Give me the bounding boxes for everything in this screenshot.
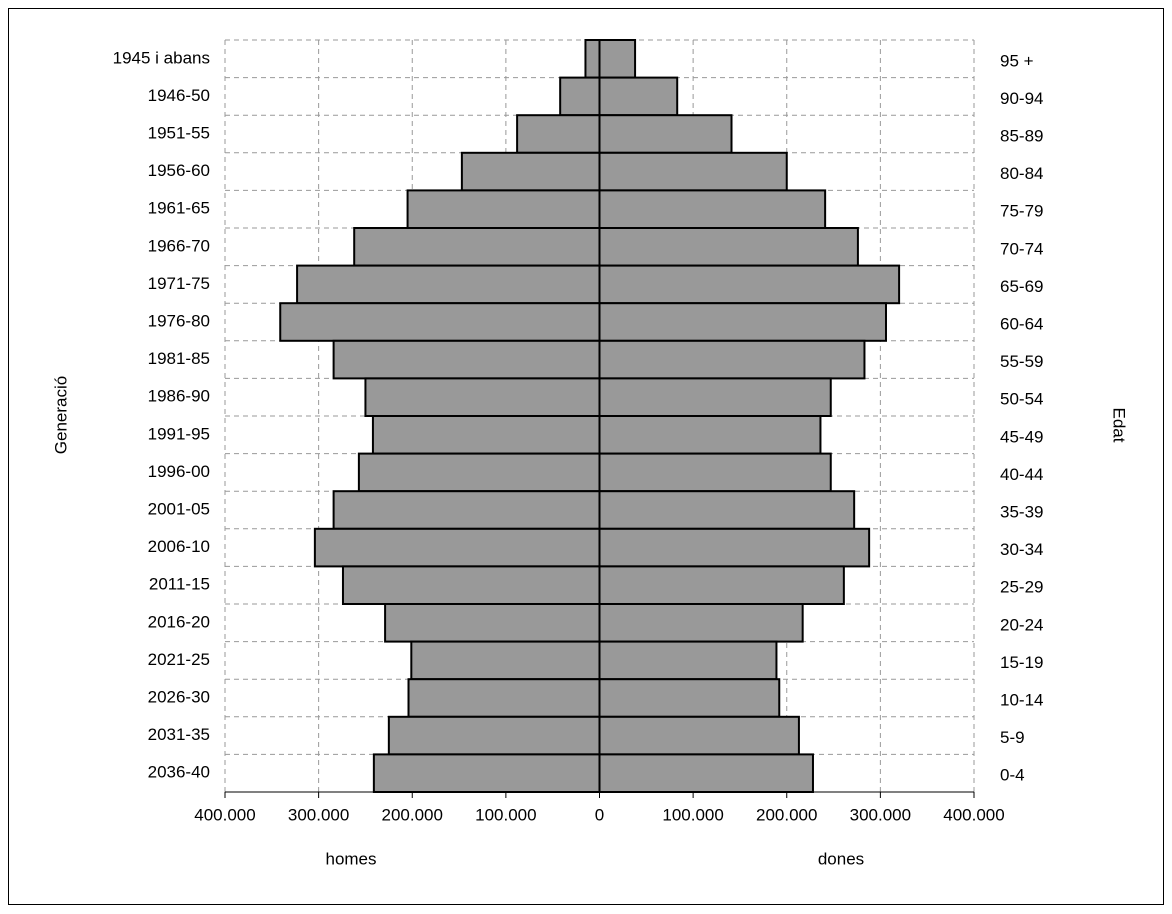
bar: [598, 678, 781, 718]
y2-tick-label: 0-4: [1000, 766, 1025, 785]
bar: [341, 565, 601, 606]
y-tick-label: 2001-05: [148, 499, 210, 518]
x-tick-label: 300.000: [288, 805, 349, 824]
bar: [598, 603, 804, 643]
y-tick-label: 1991-95: [148, 424, 210, 443]
bar: [598, 415, 822, 455]
x-tick-label: 400.000: [943, 805, 1004, 824]
legend-label: dones: [818, 849, 864, 868]
bar: [332, 490, 601, 530]
bar: [372, 753, 601, 794]
y2-tick-label: 90-94: [1000, 89, 1043, 108]
bar: [332, 339, 601, 380]
bar: [598, 114, 733, 154]
y-tick-label: 1945 i abans: [113, 48, 210, 67]
x-tick-label: 0: [595, 805, 604, 824]
bar: [410, 640, 601, 681]
y2-tick-label: 5-9: [1000, 728, 1025, 747]
bar: [364, 377, 601, 417]
y2-tick-label: 75-79: [1000, 202, 1043, 221]
bar: [598, 753, 814, 794]
y-tick-label: 2011-15: [149, 575, 210, 594]
y2-tick-label: 20-24: [1000, 615, 1043, 634]
y-tick-label: 2031-35: [148, 725, 210, 744]
bar: [387, 715, 601, 756]
y-tick-label: 1986-90: [148, 387, 210, 406]
y-tick-label: 2026-30: [148, 687, 210, 706]
y2-tick-label: 60-64: [1000, 314, 1043, 333]
legend-label: homes: [325, 849, 376, 868]
bar: [371, 415, 601, 455]
bar: [516, 114, 601, 154]
bar: [460, 151, 601, 192]
y2-axis-title: Edat: [1110, 408, 1129, 443]
bar: [598, 715, 800, 756]
y-tick-label: 2021-25: [148, 650, 210, 669]
bar: [296, 264, 601, 305]
y2-tick-label: 65-69: [1000, 277, 1043, 296]
y-tick-label: 2036-40: [148, 763, 210, 782]
x-tick-label: 100.000: [662, 805, 723, 824]
bar: [598, 151, 788, 192]
bar: [598, 640, 778, 681]
y2-tick-label: 95 +: [1000, 51, 1034, 70]
bar: [598, 76, 679, 117]
bar: [406, 189, 601, 229]
bar: [353, 227, 601, 267]
y2-tick-label: 45-49: [1000, 427, 1043, 446]
bar: [598, 264, 901, 305]
bar: [598, 490, 856, 530]
y2-tick-label: 10-14: [1000, 690, 1043, 709]
y2-tick-label: 30-34: [1000, 540, 1043, 559]
bar: [384, 603, 601, 643]
bar: [313, 527, 601, 568]
x-tick-label: 200.000: [756, 805, 817, 824]
bar: [584, 39, 601, 79]
x-tick-label: 100.000: [475, 805, 536, 824]
y-tick-label: 1971-75: [148, 274, 210, 293]
y2-tick-label: 80-84: [1000, 164, 1043, 183]
bar: [598, 189, 827, 229]
bar: [407, 678, 601, 718]
y2-tick-label: 40-44: [1000, 465, 1043, 484]
bar: [357, 452, 601, 493]
bar: [598, 39, 637, 79]
y-tick-label: 1976-80: [148, 311, 210, 330]
y-tick-label: 1981-85: [148, 349, 210, 368]
bar: [598, 452, 832, 493]
y-tick-label: 1951-55: [148, 123, 210, 142]
y2-tick-label: 15-19: [1000, 653, 1043, 672]
y-axis-title: Generació: [51, 376, 70, 454]
bar: [598, 565, 845, 606]
bar: [559, 76, 601, 117]
x-tick-label: 200.000: [382, 805, 443, 824]
y2-tick-label: 85-89: [1000, 126, 1043, 145]
bar: [598, 302, 887, 342]
bar: [598, 227, 859, 267]
x-tick-label: 300.000: [850, 805, 911, 824]
y2-tick-label: 25-29: [1000, 578, 1043, 597]
bar: [279, 302, 601, 342]
y-tick-label: 1996-00: [148, 462, 210, 481]
y2-tick-label: 50-54: [1000, 390, 1043, 409]
y-tick-label: 2006-10: [148, 537, 210, 556]
y2-tick-label: 70-74: [1000, 239, 1043, 258]
bar: [598, 377, 832, 417]
y-tick-label: 1961-65: [148, 199, 210, 218]
y2-tick-label: 55-59: [1000, 352, 1043, 371]
bar: [598, 527, 871, 568]
y2-tick-label: 35-39: [1000, 502, 1043, 521]
bar: [598, 339, 866, 380]
x-tick-label: 400.000: [194, 805, 255, 824]
y-tick-label: 1966-70: [148, 236, 210, 255]
y-tick-label: 1956-60: [148, 161, 210, 180]
y-tick-label: 1946-50: [148, 86, 210, 105]
y-tick-label: 2016-20: [148, 612, 210, 631]
